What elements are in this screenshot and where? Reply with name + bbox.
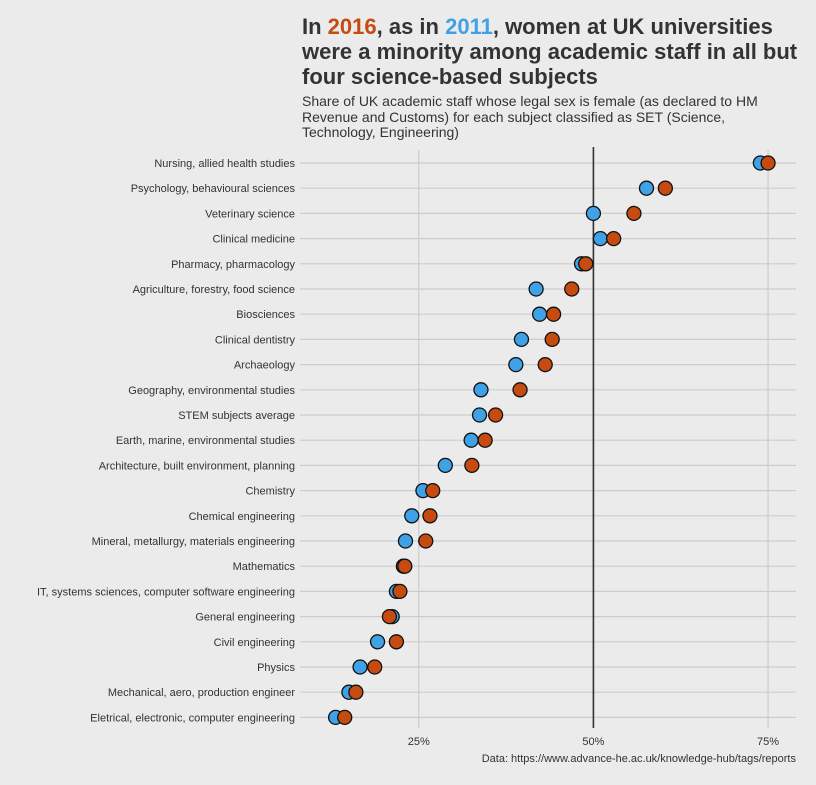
- category-label: Eletrical, electronic, computer engineer…: [90, 712, 295, 724]
- point-2011: [404, 508, 420, 524]
- category-label: Physics: [257, 662, 295, 674]
- point-2011: [397, 533, 414, 549]
- point-2016: [464, 457, 480, 474]
- point-2016: [564, 281, 580, 297]
- category-label: Architecture, built environment, plannin…: [99, 460, 295, 472]
- data-points: [327, 155, 776, 726]
- point-2016: [477, 432, 493, 448]
- point-2016: [537, 356, 553, 373]
- category-label: Biosciences: [236, 309, 295, 321]
- category-label: Earth, marine, environmental studies: [116, 435, 296, 447]
- point-2011: [513, 331, 530, 348]
- category-label: Clinical medicine: [212, 234, 295, 246]
- point-2016: [544, 331, 560, 348]
- category-label: Nursing, allied health studies: [154, 158, 295, 170]
- point-2011: [528, 281, 544, 297]
- category-labels: Nursing, allied health studies Psychology…: [37, 158, 296, 724]
- point-2011: [437, 457, 453, 474]
- point-2016: [545, 306, 562, 322]
- point-2016: [512, 382, 528, 398]
- point-2016: [422, 508, 438, 524]
- category-label: Chemistry: [245, 486, 295, 498]
- point-2016: [578, 256, 594, 272]
- category-label: IT, systems sciences, computer software …: [37, 586, 295, 598]
- chart-subtitle: Share of UK academic staff whose legal s…: [302, 93, 758, 140]
- point-2016: [367, 659, 383, 675]
- category-label: Veterinary science: [205, 208, 295, 220]
- category-label: STEM subjects average: [178, 410, 295, 422]
- x-tick-label: 75%: [757, 736, 779, 748]
- category-label: Civil engineering: [214, 637, 295, 649]
- category-label: Mineral, metallurgy, materials engineeri…: [92, 536, 295, 548]
- x-tick-label: 25%: [408, 736, 430, 748]
- point-2011: [508, 356, 524, 373]
- point-2011: [369, 634, 386, 650]
- category-label: Mechanical, aero, production engineer: [108, 687, 295, 699]
- point-2016: [487, 407, 504, 423]
- category-label: Mathematics: [233, 561, 296, 573]
- point-2016: [626, 205, 642, 222]
- title-year-2016: 2016: [327, 14, 377, 39]
- category-label: General engineering: [195, 612, 295, 624]
- title-part-3: , women at UK universities were a minori…: [302, 14, 798, 89]
- point-2016: [425, 482, 441, 499]
- point-2011: [638, 180, 655, 196]
- title-part-1: In: [302, 14, 328, 39]
- category-label: Agriculture, forestry, food science: [133, 284, 295, 296]
- title-part-2: , as in: [376, 14, 446, 39]
- point-2016: [392, 583, 408, 600]
- point-2016: [381, 608, 398, 625]
- point-2011: [592, 230, 609, 247]
- point-2016: [606, 230, 622, 247]
- data-source-caption: Data: https://www.advance-he.ac.uk/knowl…: [481, 753, 796, 765]
- point-2011: [585, 205, 602, 222]
- point-2011: [473, 382, 489, 398]
- category-label: Chemical engineering: [189, 511, 295, 523]
- point-2011: [531, 306, 548, 322]
- title-year-2011: 2011: [445, 14, 493, 39]
- point-2016: [657, 180, 674, 196]
- point-2011: [463, 432, 479, 448]
- x-axis-ticks: 25% 50% 75%: [408, 736, 780, 748]
- point-2016: [337, 709, 353, 726]
- x-tick-label: 50%: [582, 736, 604, 748]
- point-2016: [388, 634, 405, 650]
- category-label: Psychology, behavioural sciences: [131, 183, 296, 195]
- category-label: Pharmacy, pharmacology: [171, 259, 295, 271]
- point-2011: [352, 659, 368, 675]
- chart-title: In 2016, as in 2011, women at UK univers…: [302, 14, 802, 89]
- point-2011: [471, 407, 488, 423]
- point-2016: [397, 558, 413, 574]
- category-label: Archaeology: [234, 360, 296, 372]
- category-label: Clinical dentistry: [215, 334, 296, 346]
- point-2016: [348, 684, 364, 700]
- point-2016: [760, 155, 776, 171]
- category-label: Geography, environmental studies: [128, 385, 295, 397]
- point-2016: [418, 533, 434, 549]
